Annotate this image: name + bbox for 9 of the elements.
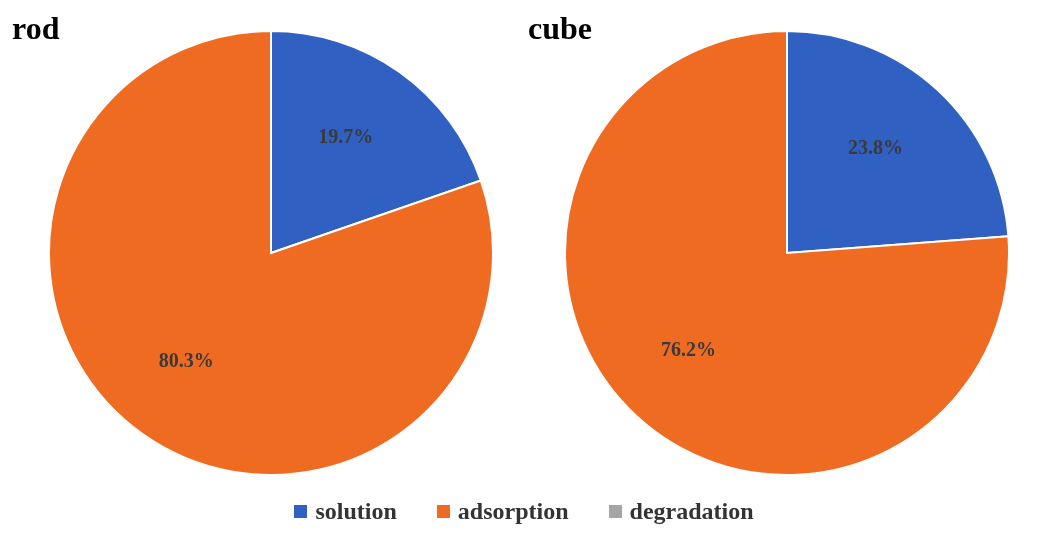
legend-label: adsorption xyxy=(457,498,569,525)
data-label: 80.3% xyxy=(158,349,214,372)
data-label: 76.2% xyxy=(660,337,716,360)
chart-title: cube xyxy=(528,10,592,47)
chart-title: rod xyxy=(12,10,60,47)
legend-label: solution xyxy=(315,498,397,525)
data-label: 19.7% xyxy=(318,124,374,147)
legend-label: degradation xyxy=(629,498,754,525)
data-label: 23.8% xyxy=(848,136,904,159)
